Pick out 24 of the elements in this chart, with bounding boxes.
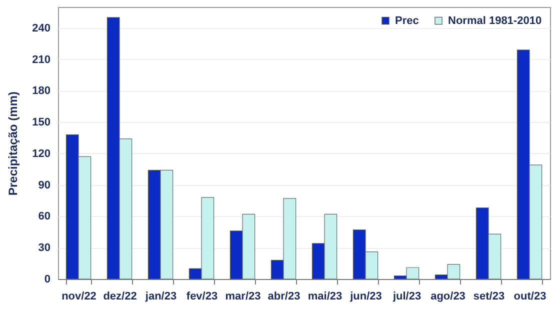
legend-label: Prec xyxy=(395,14,419,27)
x-tick-label: nov/22 xyxy=(62,290,96,302)
x-tick-label: dez/22 xyxy=(103,290,137,302)
y-tick-label: 180 xyxy=(32,85,50,98)
x-tick-label: ago/23 xyxy=(430,290,466,302)
x-tick-label: mar/23 xyxy=(225,290,261,302)
x-tick-label: mai/23 xyxy=(308,290,342,302)
x-tick-label: jul/23 xyxy=(392,290,422,302)
y-tick-label: 90 xyxy=(38,179,50,192)
y-tick-label: 150 xyxy=(32,116,50,129)
y-axis-title: Precipitação (mm) xyxy=(6,91,20,196)
x-tick-label: fev/23 xyxy=(186,290,218,302)
x-tick-label: out/23 xyxy=(514,290,546,302)
x-tick-label: jan/23 xyxy=(144,290,177,302)
y-tick-label: 0 xyxy=(44,274,50,286)
x-tick-label: jun/23 xyxy=(349,290,382,302)
x-tick-label: abr/23 xyxy=(268,290,300,302)
y-tick-label: 60 xyxy=(38,210,50,223)
y-tick-label: 240 xyxy=(32,22,50,34)
y-tick-label: 120 xyxy=(32,148,50,160)
x-tick-label: set/23 xyxy=(473,290,505,302)
y-tick-label: 210 xyxy=(32,54,50,66)
y-tick-label: 30 xyxy=(38,242,50,254)
legend-label: Normal 1981-2010 xyxy=(448,14,542,27)
